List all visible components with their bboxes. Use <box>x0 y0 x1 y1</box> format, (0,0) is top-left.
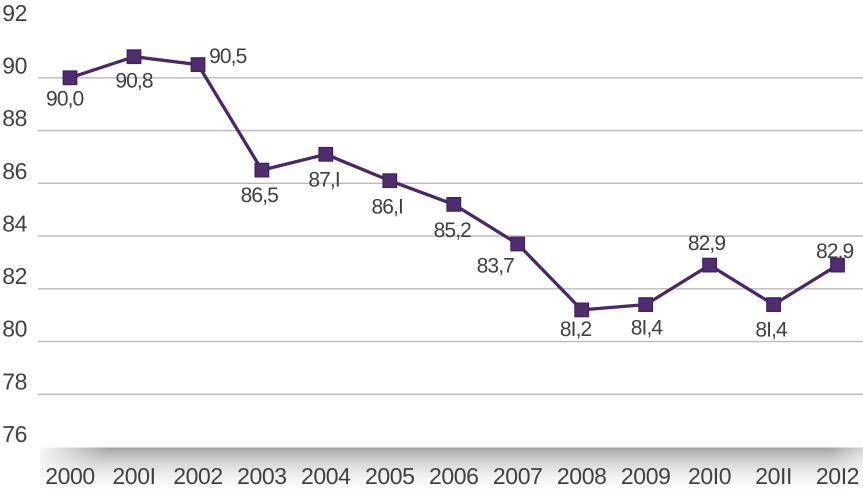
svg-text:88: 88 <box>2 105 27 131</box>
svg-text:8I,4: 8I,4 <box>631 317 664 340</box>
svg-text:2005: 2005 <box>365 463 415 489</box>
svg-text:86: 86 <box>2 158 27 184</box>
svg-text:2003: 2003 <box>237 463 287 489</box>
svg-text:87,I: 87,I <box>308 168 339 191</box>
svg-text:82: 82 <box>2 263 27 289</box>
svg-text:86,5: 86,5 <box>241 184 278 207</box>
svg-text:200I: 200I <box>112 463 155 489</box>
svg-text:20I2: 20I2 <box>816 463 859 489</box>
svg-text:8I,2: 8I,2 <box>560 318 592 341</box>
svg-text:90: 90 <box>2 53 27 79</box>
svg-text:84: 84 <box>2 210 27 236</box>
svg-text:80: 80 <box>2 316 27 342</box>
svg-text:2000: 2000 <box>45 463 95 489</box>
svg-text:82,9: 82,9 <box>688 232 725 255</box>
svg-text:92: 92 <box>2 0 27 26</box>
svg-text:2006: 2006 <box>429 463 479 489</box>
svg-text:8I,4: 8I,4 <box>755 318 788 341</box>
svg-text:76: 76 <box>2 421 27 447</box>
svg-text:2008: 2008 <box>557 463 607 489</box>
svg-text:90,8: 90,8 <box>115 70 152 93</box>
svg-text:20II: 20II <box>755 463 792 489</box>
svg-text:83,7: 83,7 <box>477 255 514 278</box>
svg-text:86,I: 86,I <box>371 196 402 219</box>
svg-text:2009: 2009 <box>621 463 671 489</box>
svg-text:2002: 2002 <box>173 463 223 489</box>
svg-text:78: 78 <box>2 368 27 394</box>
svg-text:82,9: 82,9 <box>816 240 853 263</box>
svg-text:85,2: 85,2 <box>434 219 471 242</box>
svg-text:2004: 2004 <box>301 463 351 489</box>
svg-text:90,5: 90,5 <box>209 45 246 68</box>
svg-text:20I0: 20I0 <box>688 463 731 489</box>
svg-text:90,0: 90,0 <box>46 88 83 111</box>
svg-text:2007: 2007 <box>493 463 543 489</box>
